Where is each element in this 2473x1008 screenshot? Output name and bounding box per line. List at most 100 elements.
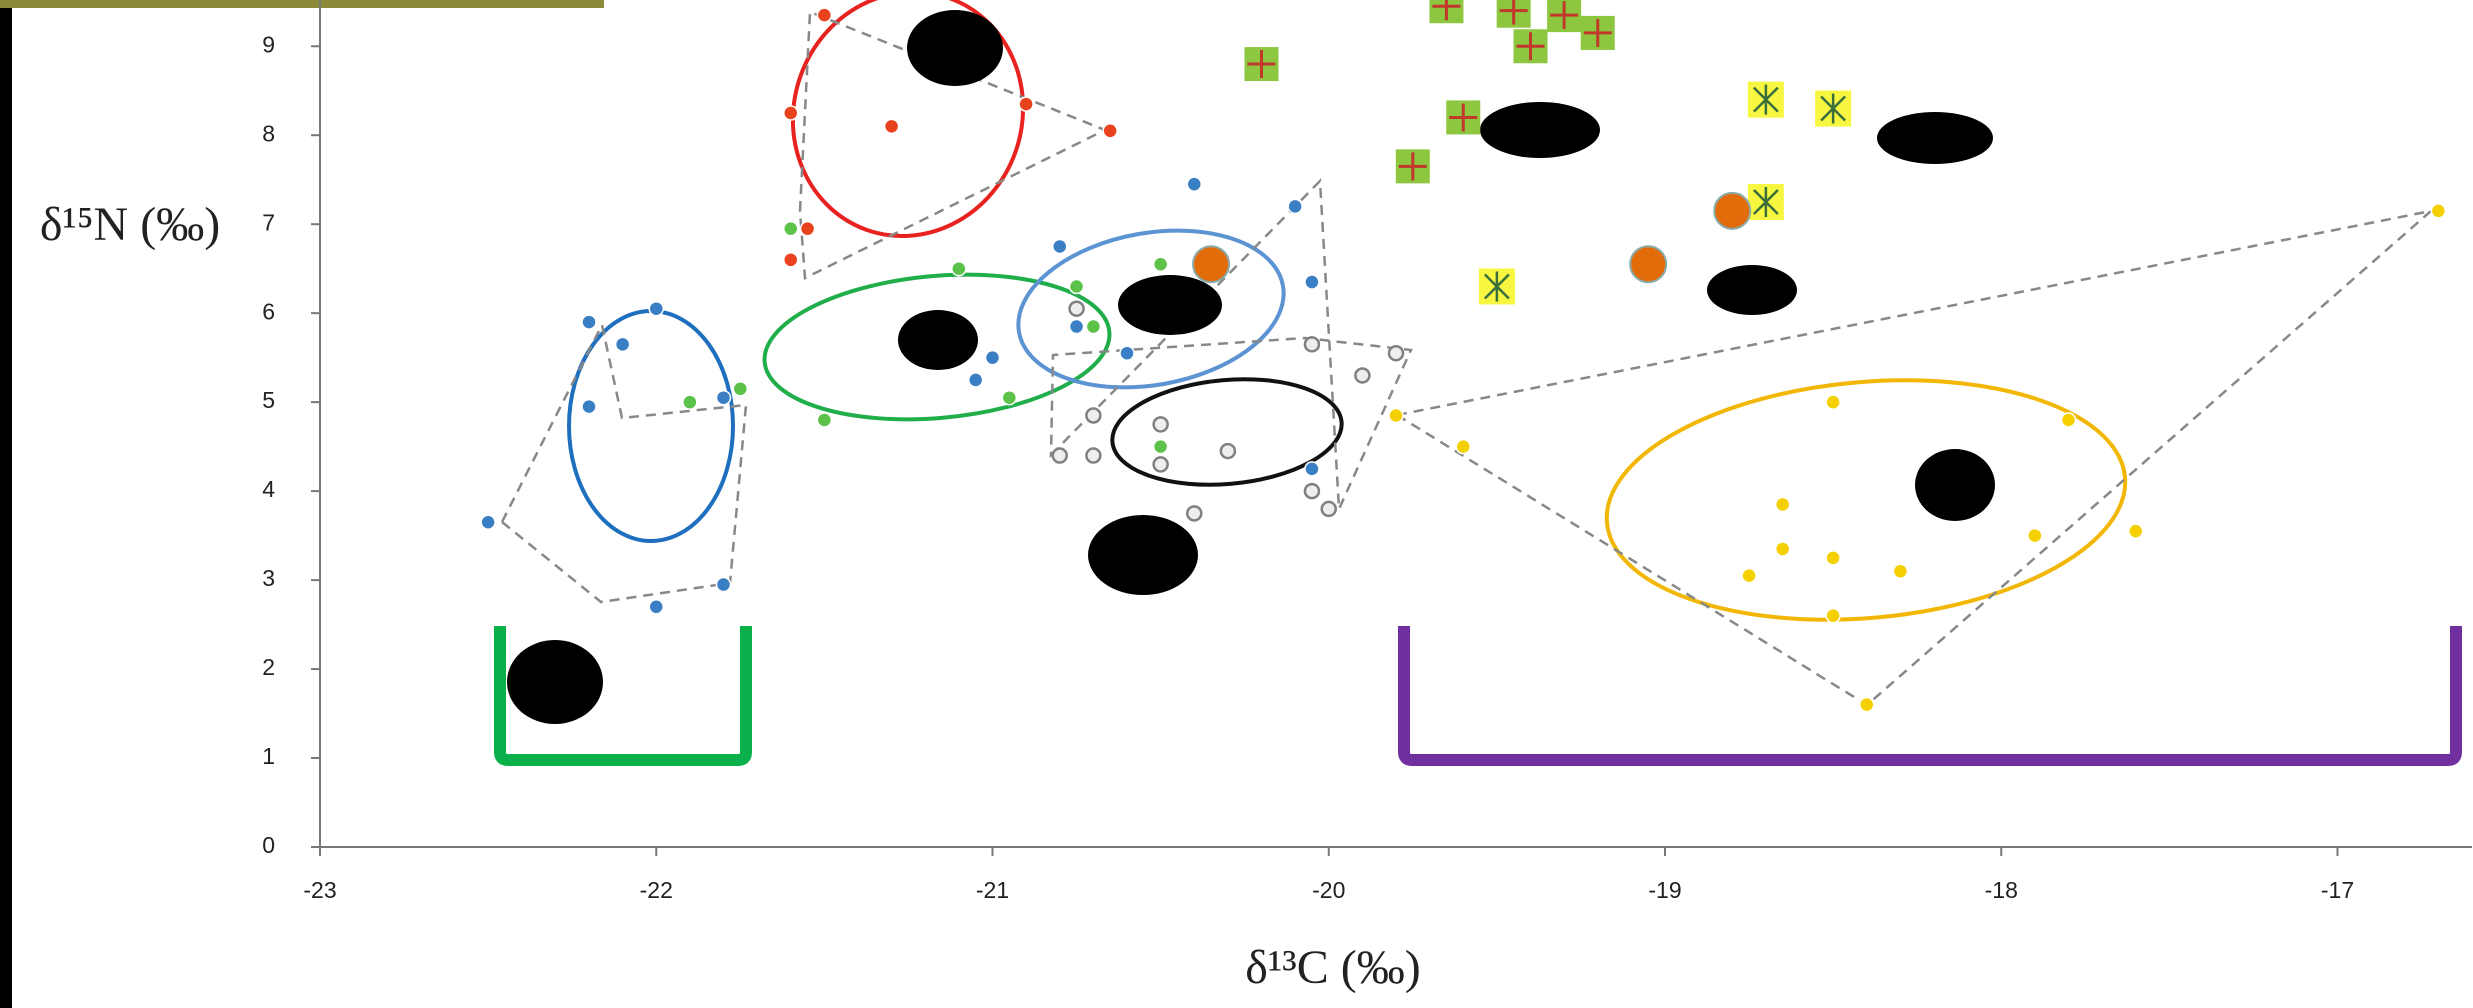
data-point bbox=[582, 315, 596, 329]
x-tick-label: -18 bbox=[1985, 877, 2018, 903]
y-tick-label: 6 bbox=[262, 298, 275, 324]
data-point bbox=[1086, 320, 1100, 334]
data-point bbox=[2028, 529, 2042, 543]
bear-icon bbox=[507, 640, 603, 724]
chart: δ¹⁵N (‰) δ¹³C (‰) 0123456789-23-22-21-20… bbox=[0, 0, 2473, 1008]
y-tick-label: 2 bbox=[262, 654, 275, 680]
data-point bbox=[1070, 320, 1084, 334]
data-point bbox=[1456, 440, 1470, 454]
data-point bbox=[2129, 524, 2143, 538]
data-point bbox=[649, 302, 663, 316]
y-tick-label: 5 bbox=[262, 387, 275, 413]
data-point bbox=[1288, 199, 1302, 213]
data-point bbox=[1120, 346, 1134, 360]
data-point bbox=[1714, 193, 1750, 229]
reindeer-hull bbox=[1397, 211, 2431, 705]
data-point bbox=[1322, 502, 1336, 516]
data-point bbox=[1893, 564, 1907, 578]
data-point bbox=[1305, 484, 1319, 498]
photo-strip bbox=[0, 0, 604, 8]
data-point bbox=[717, 391, 731, 405]
data-point bbox=[649, 600, 663, 614]
data-point bbox=[817, 413, 831, 427]
data-point bbox=[969, 373, 983, 387]
x-tick-label: -20 bbox=[1312, 877, 1345, 903]
data-point bbox=[1221, 444, 1235, 458]
data-point bbox=[1776, 542, 1790, 556]
data-point bbox=[1826, 551, 1840, 565]
y-tick-label: 9 bbox=[262, 31, 275, 57]
bear-hull bbox=[502, 325, 746, 602]
horse-icon bbox=[898, 310, 978, 370]
x-tick-label: -17 bbox=[2321, 877, 2354, 903]
data-point bbox=[1826, 395, 1840, 409]
data-point bbox=[1154, 417, 1168, 431]
data-point bbox=[1305, 275, 1319, 289]
y-tick-label: 7 bbox=[262, 209, 275, 235]
data-point bbox=[1187, 506, 1201, 520]
y-tick-label: 4 bbox=[262, 476, 275, 502]
mammoth-icon bbox=[907, 10, 1003, 86]
data-point bbox=[1103, 124, 1117, 138]
left-border bbox=[0, 0, 12, 1008]
data-point bbox=[1389, 346, 1403, 360]
data-point bbox=[952, 262, 966, 276]
data-point bbox=[1053, 239, 1067, 253]
data-point bbox=[2431, 204, 2445, 218]
herbivore-hull bbox=[1051, 181, 1411, 509]
data-point bbox=[1355, 368, 1369, 382]
data-point bbox=[1019, 97, 1033, 111]
reindeer-ellipse bbox=[1597, 360, 2136, 640]
data-point bbox=[1742, 569, 1756, 583]
bison-icon bbox=[1088, 515, 1198, 595]
data-point bbox=[784, 222, 798, 236]
data-point bbox=[784, 253, 798, 267]
y-tick-label: 1 bbox=[262, 743, 275, 769]
y-tick-label: 8 bbox=[262, 120, 275, 146]
data-point bbox=[1070, 302, 1084, 316]
data-point bbox=[1002, 391, 1016, 405]
reindeer-icon bbox=[1915, 449, 1995, 521]
x-tick-label: -22 bbox=[640, 877, 673, 903]
data-point bbox=[986, 351, 1000, 365]
data-point bbox=[1053, 449, 1067, 463]
data-point bbox=[885, 119, 899, 133]
data-point bbox=[1193, 246, 1229, 282]
data-point bbox=[1154, 457, 1168, 471]
purple-bracket bbox=[1404, 626, 2456, 760]
data-point bbox=[784, 106, 798, 120]
wolf-icon bbox=[1707, 265, 1797, 315]
data-point bbox=[2062, 413, 2076, 427]
data-point bbox=[733, 382, 747, 396]
data-point bbox=[1860, 698, 1874, 712]
data-point bbox=[1389, 408, 1403, 422]
data-point bbox=[1086, 408, 1100, 422]
hyena-icon bbox=[1480, 102, 1600, 158]
x-tick-label: -23 bbox=[303, 877, 336, 903]
bear-ellipse bbox=[569, 311, 733, 541]
data-point bbox=[481, 515, 495, 529]
x-tick-label: -21 bbox=[976, 877, 1009, 903]
data-point bbox=[582, 400, 596, 414]
data-point bbox=[683, 395, 697, 409]
lion-icon bbox=[1877, 112, 1993, 164]
data-point bbox=[1305, 337, 1319, 351]
rhino-icon bbox=[1118, 275, 1222, 335]
data-point bbox=[1305, 462, 1319, 476]
data-point bbox=[817, 8, 831, 22]
data-point bbox=[1154, 257, 1168, 271]
data-point bbox=[1187, 177, 1201, 191]
data-point bbox=[1776, 497, 1790, 511]
data-point bbox=[1630, 246, 1666, 282]
x-axis-label: δ¹³C (‰) bbox=[1245, 941, 1420, 994]
data-point bbox=[1154, 440, 1168, 454]
data-point bbox=[1070, 279, 1084, 293]
data-point bbox=[801, 222, 815, 236]
data-point bbox=[1826, 609, 1840, 623]
y-axis-label: δ¹⁵N (‰) bbox=[40, 198, 220, 251]
y-tick-label: 3 bbox=[262, 565, 275, 591]
x-tick-label: -19 bbox=[1648, 877, 1681, 903]
data-point bbox=[616, 337, 630, 351]
data-point bbox=[717, 578, 731, 592]
data-point bbox=[1086, 449, 1100, 463]
